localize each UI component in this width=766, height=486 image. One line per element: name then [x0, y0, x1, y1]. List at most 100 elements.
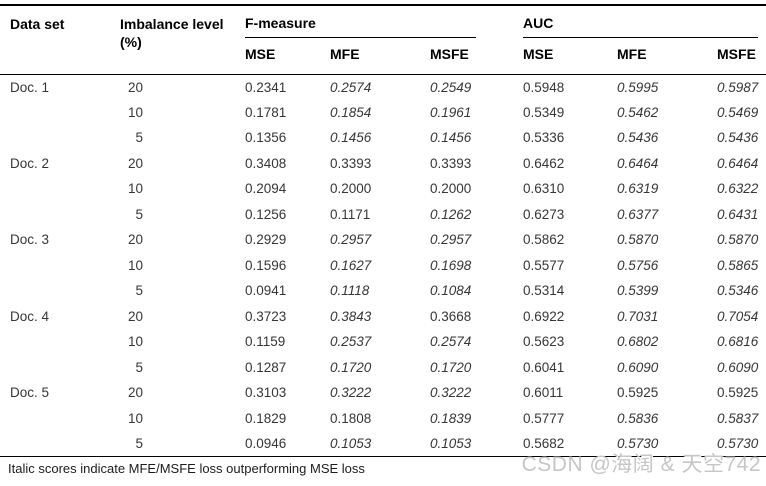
- score-cell: 0.5987: [717, 79, 759, 95]
- table-row: Doc. 3 20 0.2929 0.2957 0.2957 0.5862 0.5870 0.…: [0, 227, 766, 253]
- imbalance-value: 5: [135, 130, 143, 146]
- imbalance-value: 5: [135, 436, 143, 451]
- dataset-cell: [0, 355, 110, 381]
- imbalance-value: 20: [127, 385, 143, 401]
- imbalance-value: 10: [127, 410, 143, 426]
- imbalance-cell: 5: [110, 355, 235, 381]
- imbalance-value: 10: [127, 181, 143, 197]
- score-cell: 0.5862: [523, 232, 565, 248]
- table-row: Doc. 1 20 0.2341 0.2574 0.2549 0.5948 0.5995 0.…: [0, 74, 766, 100]
- col-header-imbalance: Imbalance level (%): [110, 5, 235, 75]
- results-table: Data set Imbalance level (%) F-measure A…: [0, 4, 766, 457]
- table-row: 10 0.1159 0.2537 0.2574 0.5623 0.6802 0.6816: [0, 329, 766, 355]
- score-cell: 0.1627: [330, 257, 372, 273]
- csdn-watermark: CSDN @海阔 & 天空742: [521, 453, 761, 476]
- dataset-cell: [0, 431, 110, 457]
- score-cell: 0.0941: [245, 283, 287, 299]
- score-cell: 0.6462: [523, 155, 565, 171]
- score-cell: 0.7031: [617, 308, 659, 324]
- score-cell: 0.2549: [430, 79, 472, 95]
- score-cell: 0.5436: [617, 130, 659, 146]
- dataset-cell: [0, 253, 110, 279]
- dataset-cell: Doc. 1: [10, 79, 50, 95]
- score-cell: 0.6011: [523, 385, 564, 401]
- score-cell: 0.2000: [430, 181, 472, 197]
- score-cell: 0.6922: [523, 308, 565, 324]
- score-cell: 0.5577: [523, 257, 565, 273]
- score-cell: 0.1159: [245, 334, 286, 350]
- score-cell: 0.5730: [717, 436, 759, 451]
- score-cell: 0.1720: [330, 359, 372, 375]
- dataset-cell: [0, 329, 110, 355]
- score-cell: 0.1171: [330, 206, 371, 222]
- score-cell: 0.3393: [430, 155, 472, 171]
- score-cell: 0.6816: [717, 334, 759, 350]
- score-cell: 0.1287: [245, 359, 287, 375]
- score-cell: 0.1053: [330, 436, 372, 451]
- score-cell: 0.6464: [617, 155, 659, 171]
- table-row: 10 0.2094 0.2000 0.2000 0.6310 0.6319 0.6322: [0, 176, 766, 202]
- score-cell: 0.0946: [245, 436, 287, 451]
- score-cell: 0.3222: [430, 385, 472, 401]
- dataset-cell: Doc. 3: [10, 232, 50, 248]
- score-cell: 0.5682: [523, 436, 565, 451]
- table-row: Doc. 2 20 0.3408 0.3393 0.3393 0.6462 0.6464 0.…: [0, 151, 766, 177]
- dataset-cell: [0, 278, 110, 304]
- score-cell: 0.3668: [430, 308, 472, 324]
- imbalance-cell: 5: [110, 202, 235, 228]
- score-cell: 0.1456: [430, 130, 472, 146]
- imbalance-value: 20: [127, 232, 143, 248]
- score-cell: 0.1118: [330, 283, 370, 299]
- score-cell: 0.6322: [717, 181, 759, 197]
- dataset-cell: [0, 176, 110, 202]
- score-cell: 0.5469: [717, 104, 759, 120]
- score-cell: 0.6464: [717, 155, 759, 171]
- score-cell: 0.6090: [717, 359, 759, 375]
- score-cell: 0.2000: [330, 181, 372, 197]
- score-cell: 0.3393: [330, 155, 372, 171]
- imbalance-cell: 5: [110, 278, 235, 304]
- col-header-f-mfe: MFE: [320, 38, 420, 75]
- score-cell: 0.5837: [717, 410, 759, 426]
- fmeasure-group-label: F-measure: [245, 15, 477, 38]
- score-cell: 0.5836: [617, 410, 659, 426]
- imbalance-cell: 20: [110, 380, 235, 406]
- score-cell: 0.6802: [617, 334, 659, 350]
- score-cell: 0.5462: [617, 104, 659, 120]
- score-cell: 0.3103: [245, 385, 287, 401]
- imbalance-value: 5: [135, 206, 143, 222]
- imbalance-cell: 20: [110, 151, 235, 177]
- col-group-fmeasure: F-measure: [235, 5, 513, 38]
- imbalance-value: 20: [127, 155, 143, 171]
- score-cell: 0.2574: [430, 334, 472, 350]
- score-cell: 0.5399: [617, 283, 659, 299]
- table-row: 5 0.1287 0.1720 0.1720 0.6041 0.6090 0.6090: [0, 355, 766, 381]
- imbalance-value: 10: [127, 334, 143, 350]
- score-cell: 0.6377: [617, 206, 659, 222]
- score-cell: 0.1854: [330, 104, 372, 120]
- score-cell: 0.6310: [523, 181, 565, 197]
- dataset-cell: [0, 406, 110, 432]
- score-cell: 0.7054: [717, 308, 759, 324]
- col-header-a-mse: MSE: [513, 38, 608, 75]
- imbalance-value: 10: [127, 257, 143, 273]
- imbalance-value: 20: [127, 308, 143, 324]
- score-cell: 0.5948: [523, 79, 565, 95]
- score-cell: 0.1961: [430, 104, 472, 120]
- score-cell: 0.5346: [717, 283, 759, 299]
- score-cell: 0.6273: [523, 206, 565, 222]
- table-row: 5 0.1256 0.1171 0.1262 0.6273 0.6377 0.6431: [0, 202, 766, 228]
- imbalance-cell: 10: [110, 253, 235, 279]
- imbalance-value: 10: [127, 104, 143, 120]
- score-cell: 0.2537: [330, 334, 372, 350]
- score-cell: 0.1596: [245, 257, 287, 273]
- imbalance-cell: 10: [110, 176, 235, 202]
- score-cell: 0.6431: [717, 206, 759, 222]
- col-header-dataset: Data set: [0, 5, 110, 75]
- dataset-cell: Doc. 2: [10, 155, 50, 171]
- score-cell: 0.2341: [245, 79, 287, 95]
- score-cell: 0.5870: [717, 232, 759, 248]
- score-cell: 0.1256: [245, 206, 287, 222]
- score-cell: 0.5623: [523, 334, 565, 350]
